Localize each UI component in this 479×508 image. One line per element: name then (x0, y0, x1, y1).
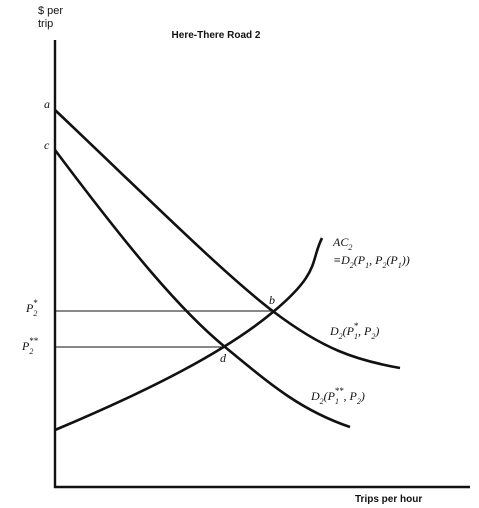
label-part: P (25, 301, 34, 315)
label-part: 1 (398, 261, 402, 270)
label-part: 2 (350, 261, 354, 270)
label-part: 2 (29, 347, 33, 356)
label-part: 2 (357, 397, 361, 406)
title: Here-There Road 2 (172, 30, 261, 41)
label-part: 1 (335, 397, 339, 406)
label-part: P (21, 339, 30, 353)
label-part: , P (369, 253, 383, 267)
label-part: (P (343, 324, 355, 338)
ac2-label: AC2 (332, 235, 352, 252)
demand-star-curve (54, 109, 401, 370)
demand-double-star-label: D2(P1**, P2) (310, 386, 365, 406)
point-b-label: b (269, 293, 275, 307)
label-part: )) (401, 253, 410, 267)
label-part: D (329, 324, 339, 338)
label-part: d (220, 351, 227, 365)
label-part: * (354, 321, 359, 331)
label-part: , P (344, 389, 358, 403)
label-part: ** (335, 386, 345, 396)
label-part: , P (358, 324, 372, 338)
label-part: (P (324, 389, 336, 403)
label-part: ) (360, 389, 365, 403)
label-part: a (44, 97, 50, 111)
label-part: (P (386, 253, 398, 267)
label-part: AC (332, 235, 349, 249)
label-part: 2 (382, 261, 386, 270)
y-axis-label: $ per (38, 5, 63, 17)
label-part: ) (374, 324, 379, 338)
label-part: ≡D (333, 253, 350, 267)
point-d-label: d (220, 351, 227, 365)
label-part: * (33, 298, 38, 308)
label-part: (P (354, 253, 366, 267)
p2-double-star-label: P2** (21, 336, 38, 356)
demand-double-star-curve (53, 149, 351, 429)
label-part: 2 (33, 309, 37, 318)
label-part: ** (29, 336, 39, 346)
demand-star-label: D2(P1*, P2) (329, 321, 379, 341)
label-part: 2 (320, 397, 324, 406)
ac-curve (54, 237, 324, 432)
label-part: 1 (365, 261, 369, 270)
label-part: 2 (371, 332, 375, 341)
point-c-label: c (44, 138, 50, 152)
ac2-identity-label: ≡D2(P1, P2(P1)) (333, 253, 410, 270)
label-part: c (44, 138, 50, 152)
p2-star-label: P2* (25, 298, 38, 318)
label-part: 1 (354, 332, 358, 341)
point-a-label: a (44, 97, 50, 111)
label-part: D (310, 389, 320, 403)
x-axis-label: Trips per hour (355, 494, 422, 505)
label-part: 2 (339, 332, 343, 341)
label-part: b (269, 293, 275, 307)
y-axis-label: trip (38, 18, 53, 30)
label-part: 2 (348, 243, 352, 252)
